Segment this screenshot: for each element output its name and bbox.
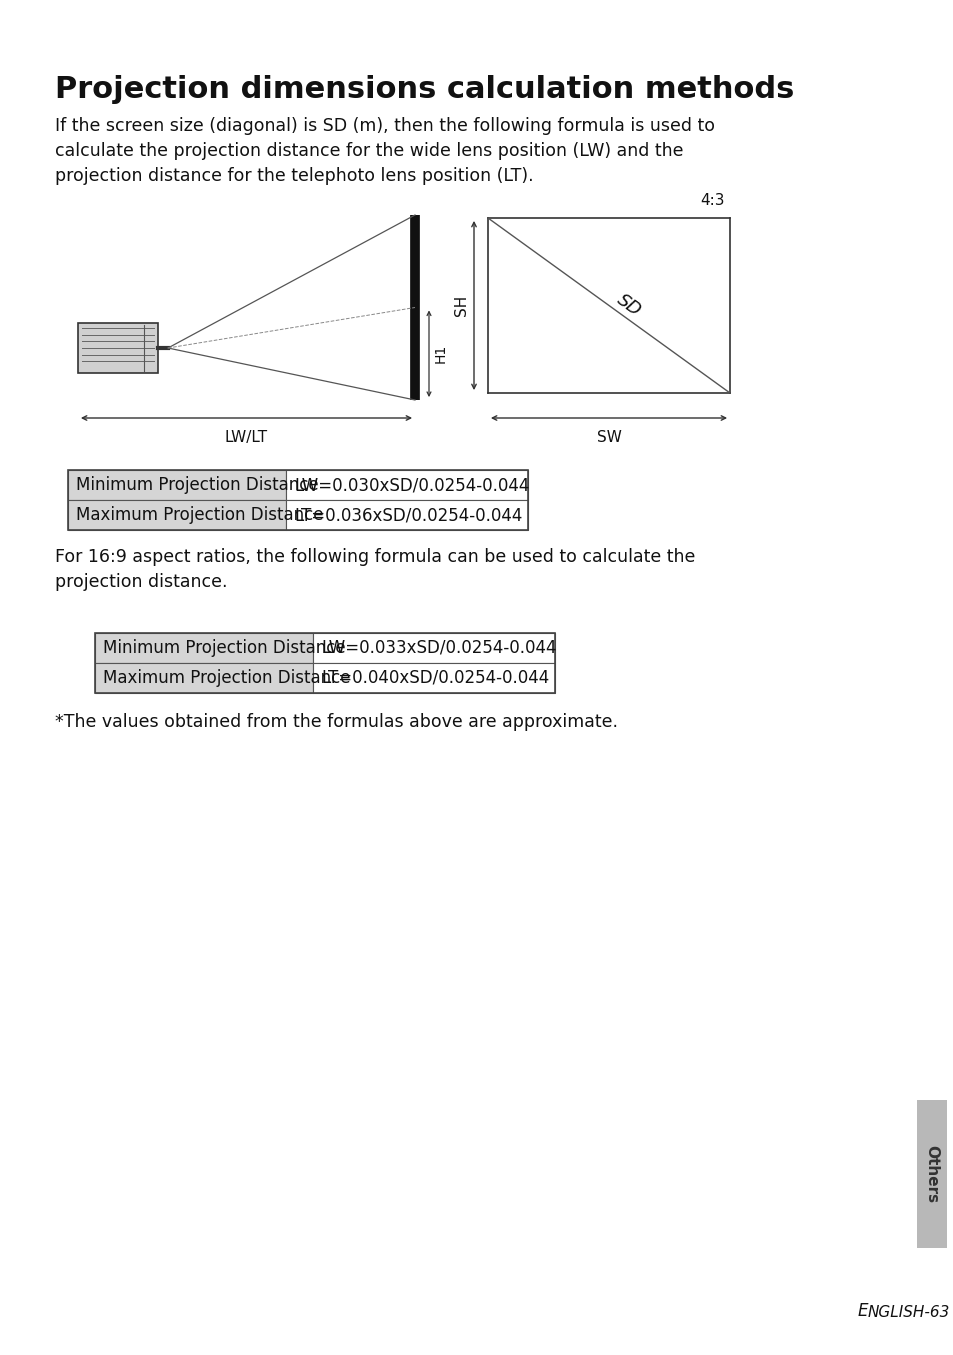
Text: Maximum Projection Distance: Maximum Projection Distance (103, 669, 350, 687)
Bar (95, 633, 313, 663)
Text: Others: Others (923, 1145, 939, 1203)
Text: *The values obtained from the formulas above are approximate.: *The values obtained from the formulas a… (55, 713, 618, 730)
Text: LW=0.033xSD/0.0254-0.044: LW=0.033xSD/0.0254-0.044 (320, 640, 556, 657)
Bar (286, 470, 527, 500)
Text: SD: SD (613, 291, 644, 320)
Bar (95, 633, 555, 692)
Bar (286, 500, 527, 530)
Text: SH: SH (454, 295, 469, 316)
Text: LW=0.030xSD/0.0254-0.044: LW=0.030xSD/0.0254-0.044 (294, 476, 529, 495)
Text: 4:3: 4:3 (700, 192, 724, 209)
Bar (313, 633, 555, 663)
Text: Projection dimensions calculation methods: Projection dimensions calculation method… (55, 75, 794, 104)
Bar (95, 663, 313, 692)
Text: E: E (857, 1302, 867, 1320)
Text: Minimum Projection Distance: Minimum Projection Distance (76, 476, 318, 495)
Bar (78, 322, 158, 373)
Text: LT=0.036xSD/0.0254-0.044: LT=0.036xSD/0.0254-0.044 (294, 505, 522, 524)
Text: For 16:9 aspect ratios, the following formula can be used to calculate the
proje: For 16:9 aspect ratios, the following fo… (55, 547, 695, 591)
Bar (68, 470, 527, 530)
Bar (313, 663, 555, 692)
Text: If the screen size (diagonal) is SD (m), then the following formula is used to
c: If the screen size (diagonal) is SD (m),… (55, 117, 714, 186)
Text: Maximum Projection Distance: Maximum Projection Distance (76, 505, 323, 524)
Bar (68, 470, 286, 500)
Text: Minimum Projection Distance: Minimum Projection Distance (103, 640, 345, 657)
Text: SW: SW (596, 430, 620, 444)
Bar (916, 1100, 946, 1248)
Text: LT=0.040xSD/0.0254-0.044: LT=0.040xSD/0.0254-0.044 (320, 669, 549, 687)
Text: H1: H1 (434, 344, 448, 363)
Text: NGLISH-63: NGLISH-63 (867, 1305, 949, 1320)
Text: LW/LT: LW/LT (225, 430, 268, 444)
Bar (68, 500, 286, 530)
